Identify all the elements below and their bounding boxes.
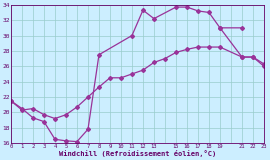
X-axis label: Windchill (Refroidissement éolien,°C): Windchill (Refroidissement éolien,°C) [59,150,216,157]
